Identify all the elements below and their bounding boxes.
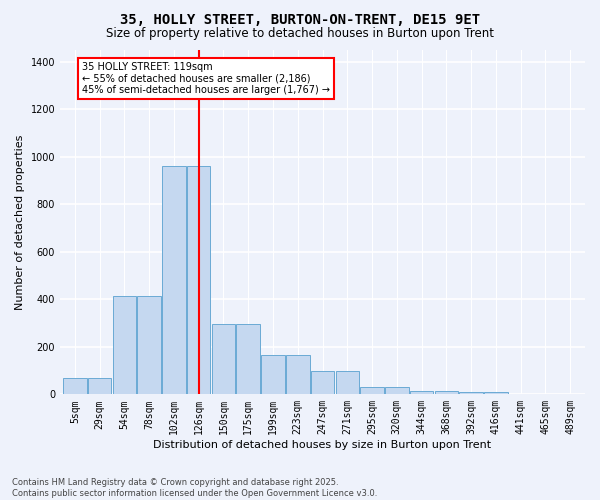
Bar xyxy=(311,370,334,394)
Text: Size of property relative to detached houses in Burton upon Trent: Size of property relative to detached ho… xyxy=(106,28,494,40)
Text: 35, HOLLY STREET, BURTON-ON-TRENT, DE15 9ET: 35, HOLLY STREET, BURTON-ON-TRENT, DE15 … xyxy=(120,12,480,26)
X-axis label: Distribution of detached houses by size in Burton upon Trent: Distribution of detached houses by size … xyxy=(154,440,491,450)
Bar xyxy=(137,296,161,394)
Bar xyxy=(187,166,211,394)
Bar xyxy=(113,296,136,394)
Bar xyxy=(410,391,433,394)
Bar xyxy=(484,392,508,394)
Text: Contains HM Land Registry data © Crown copyright and database right 2025.
Contai: Contains HM Land Registry data © Crown c… xyxy=(12,478,377,498)
Bar xyxy=(261,355,285,395)
Text: 35 HOLLY STREET: 119sqm
← 55% of detached houses are smaller (2,186)
45% of semi: 35 HOLLY STREET: 119sqm ← 55% of detache… xyxy=(82,62,331,95)
Bar xyxy=(460,392,483,394)
Bar xyxy=(212,324,235,394)
Bar xyxy=(162,166,186,394)
Bar xyxy=(385,387,409,394)
Bar xyxy=(236,324,260,394)
Bar xyxy=(63,378,86,394)
Bar xyxy=(335,370,359,394)
Bar xyxy=(360,387,384,394)
Bar xyxy=(434,391,458,394)
Bar xyxy=(88,378,112,394)
Bar xyxy=(286,355,310,395)
Y-axis label: Number of detached properties: Number of detached properties xyxy=(15,134,25,310)
